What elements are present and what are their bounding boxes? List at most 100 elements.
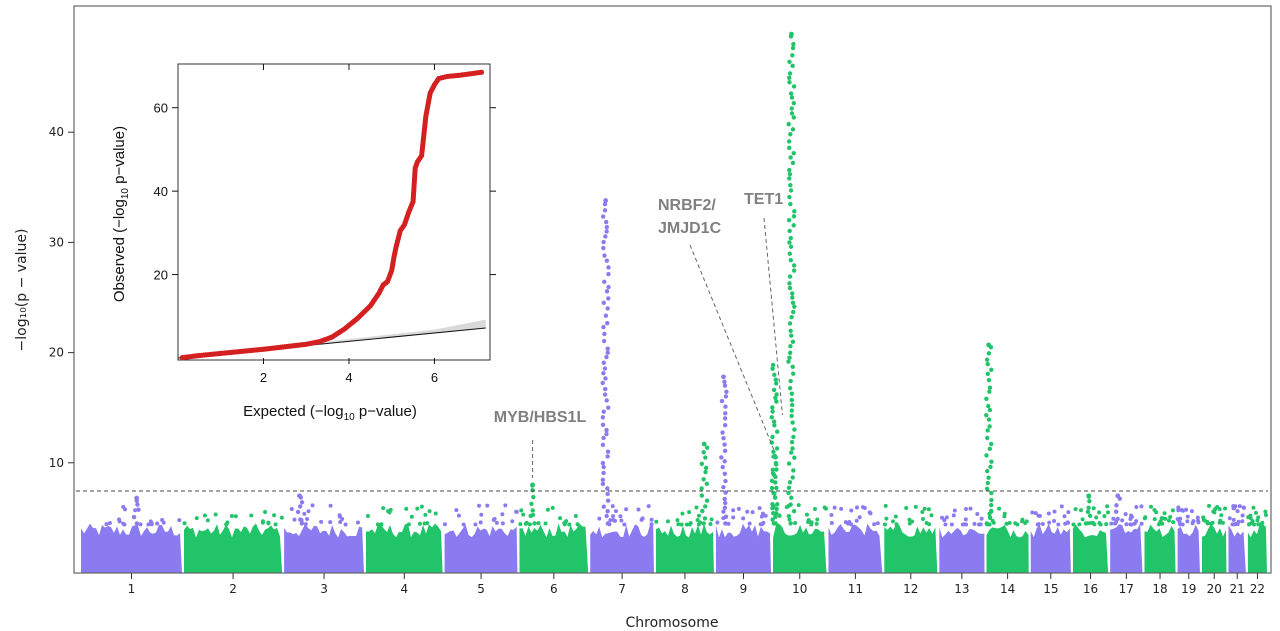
snp-point xyxy=(680,511,685,516)
snp-point xyxy=(601,464,606,470)
snp-point xyxy=(687,510,692,515)
snp-point xyxy=(890,519,895,524)
snp-point xyxy=(1235,522,1240,527)
snp-point xyxy=(985,480,991,486)
snp-point xyxy=(427,509,432,514)
x-tick-label: 21 xyxy=(1230,582,1245,596)
snp-point xyxy=(567,522,572,527)
snp-point xyxy=(763,513,768,518)
chromosome-band-2 xyxy=(183,523,283,573)
snp-point xyxy=(601,324,606,330)
chromosome-band-9 xyxy=(715,523,772,573)
snp-point xyxy=(1033,511,1038,516)
x-tick-label: 1 xyxy=(128,582,136,596)
snp-point xyxy=(684,522,689,527)
snp-point xyxy=(1168,515,1173,520)
snp-point xyxy=(791,309,796,315)
snp-point xyxy=(775,429,780,434)
peak-chr-6 xyxy=(528,482,537,526)
snp-point xyxy=(338,520,343,525)
snp-point xyxy=(769,485,775,491)
snp-point xyxy=(604,398,609,403)
snp-point xyxy=(375,522,380,527)
snp-point xyxy=(1223,506,1228,511)
snp-point xyxy=(1013,521,1018,526)
snp-point xyxy=(788,201,793,207)
snp-point xyxy=(521,512,526,517)
snp-point xyxy=(433,511,438,516)
snp-point xyxy=(605,320,610,326)
snp-point xyxy=(1235,509,1240,514)
chromosome-band-21 xyxy=(1228,525,1246,573)
snp-point xyxy=(787,145,792,151)
snp-point xyxy=(260,519,265,524)
qq-x-axis-title: Expected (−log10 p−value) xyxy=(243,403,417,423)
snp-point xyxy=(708,522,713,527)
snp-point xyxy=(1263,509,1268,514)
snp-point xyxy=(787,386,793,391)
snp-point xyxy=(786,139,792,144)
snp-point xyxy=(500,512,505,517)
snp-point xyxy=(573,514,578,519)
snp-point xyxy=(984,357,990,362)
snp-point xyxy=(722,448,728,454)
snp-point xyxy=(564,519,569,524)
snp-point xyxy=(701,521,706,526)
chromosome-band-11 xyxy=(828,523,883,573)
qq-y-tick-label: 60 xyxy=(154,101,168,116)
snp-point xyxy=(875,521,880,526)
snp-point xyxy=(703,465,709,471)
snp-point xyxy=(636,507,641,512)
snp-point xyxy=(1170,508,1175,513)
snp-point xyxy=(984,396,989,402)
snp-point xyxy=(328,520,333,525)
snp-point xyxy=(1129,513,1134,518)
snp-point xyxy=(787,194,792,200)
snp-point xyxy=(893,514,898,519)
snp-point xyxy=(1154,510,1159,515)
snp-point xyxy=(987,407,993,413)
snp-point xyxy=(793,521,798,526)
snp-point xyxy=(791,150,796,156)
snp-point xyxy=(790,339,796,345)
snp-point xyxy=(1129,522,1134,527)
snp-point xyxy=(787,71,793,76)
x-tick-label: 19 xyxy=(1181,582,1196,596)
snp-point xyxy=(665,519,670,524)
snp-point xyxy=(761,520,766,525)
snp-point xyxy=(723,514,728,520)
snp-point xyxy=(984,486,990,491)
snp-point xyxy=(699,493,705,498)
snp-point xyxy=(381,506,386,511)
snp-point xyxy=(404,506,409,511)
snp-point xyxy=(419,504,424,509)
snp-point xyxy=(500,521,505,526)
snp-point xyxy=(775,502,780,507)
snp-point xyxy=(454,508,459,513)
snp-point xyxy=(1139,504,1144,509)
snp-point xyxy=(1185,514,1190,519)
snp-point xyxy=(757,506,762,511)
snp-point xyxy=(606,296,611,301)
snp-point xyxy=(951,513,956,518)
snp-point xyxy=(788,450,794,455)
snp-point xyxy=(1073,507,1078,512)
snp-point xyxy=(532,521,537,526)
snp-point xyxy=(422,521,427,526)
snp-point xyxy=(601,504,606,509)
snp-point xyxy=(1162,511,1167,516)
x-tick-label: 2 xyxy=(229,582,237,596)
snp-point xyxy=(388,507,393,512)
snp-point xyxy=(986,475,991,480)
snp-point xyxy=(704,445,710,450)
snp-point xyxy=(1112,521,1118,526)
snp-point xyxy=(722,423,728,428)
snp-point xyxy=(605,498,611,503)
snp-point xyxy=(722,471,727,476)
snp-point xyxy=(745,509,750,514)
snp-point xyxy=(777,513,782,518)
snp-point xyxy=(1142,516,1147,521)
qq-x-tick-label: 2 xyxy=(260,370,267,385)
snp-point xyxy=(601,300,606,306)
snp-point xyxy=(791,263,797,268)
